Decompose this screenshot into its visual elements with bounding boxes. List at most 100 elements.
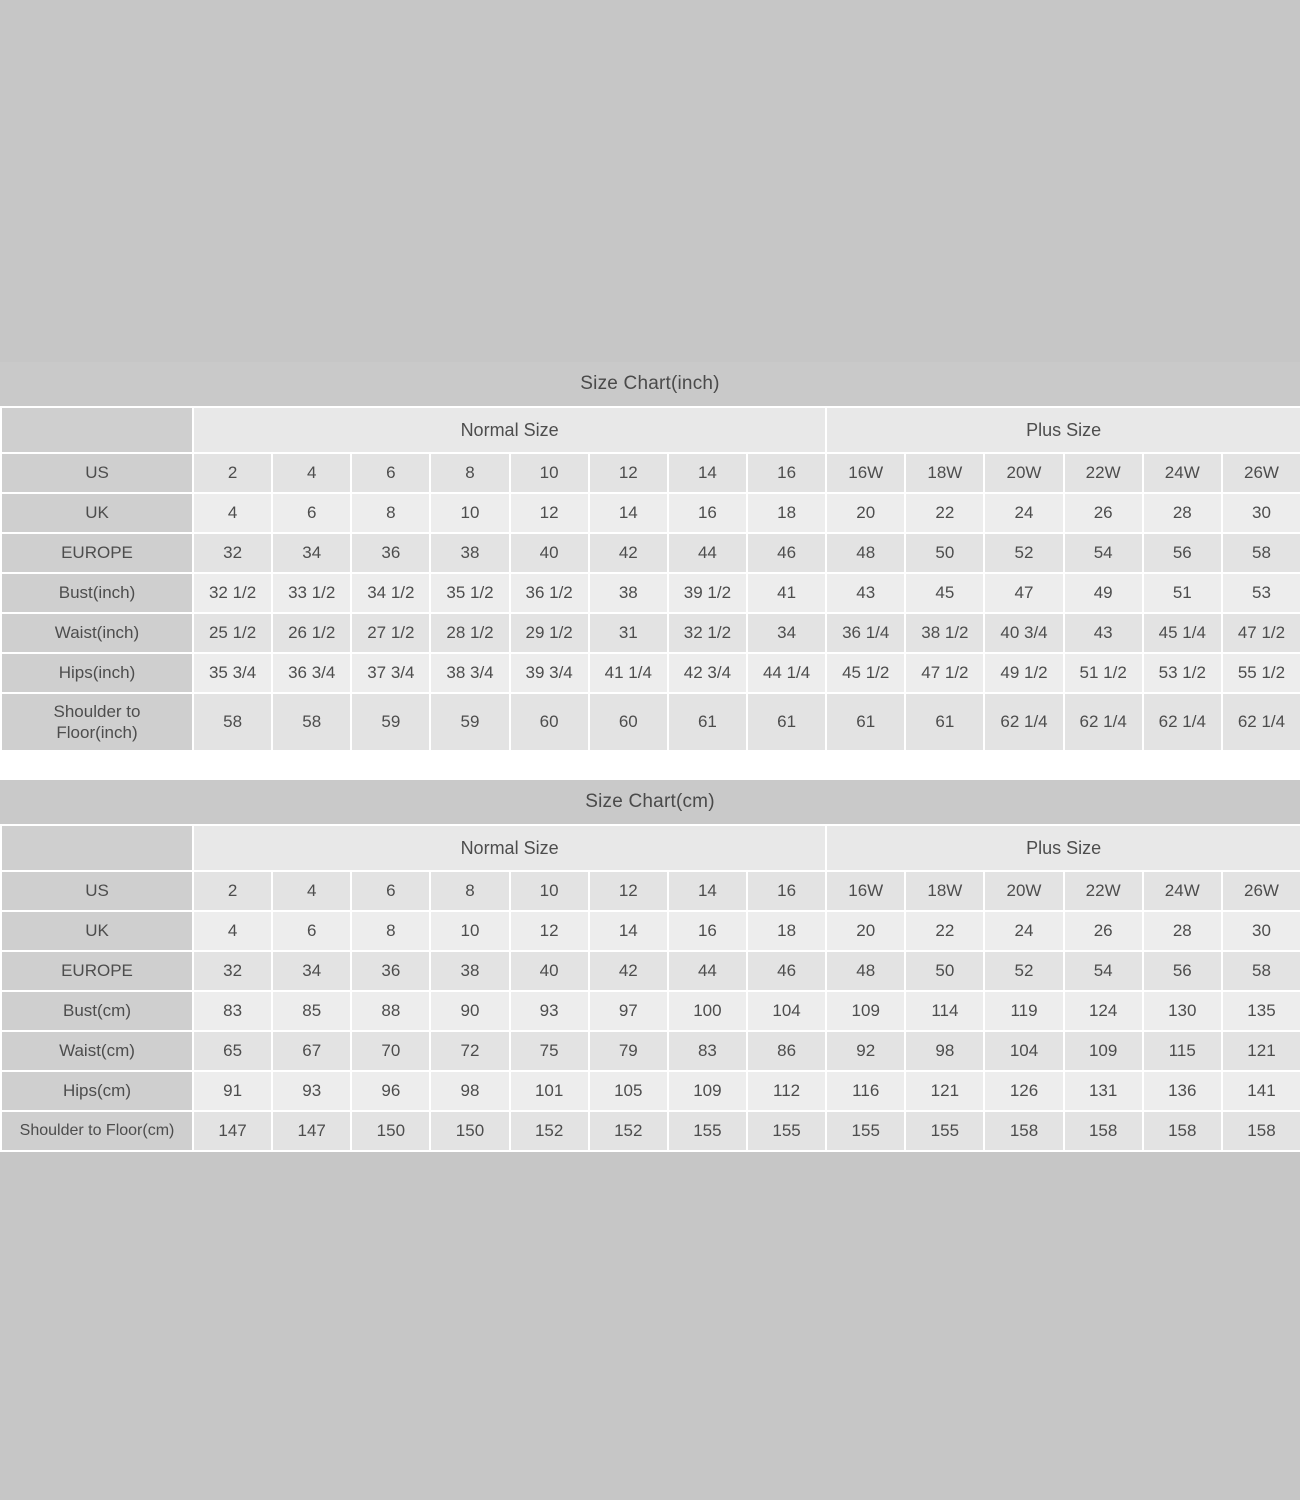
table-cell: 59 (429, 692, 511, 752)
table-cell: 40 3/4 (983, 612, 1065, 654)
table-cell: 60 (508, 692, 590, 752)
table-cell: 53 1/2 (1141, 652, 1223, 694)
table-cell: 12 (508, 910, 590, 952)
table-cell: 20 (825, 492, 907, 534)
table-corner-cell (0, 824, 194, 872)
table-cell: 22W (1062, 870, 1144, 912)
table-cell: 97 (587, 990, 669, 1032)
group-header-normal-size: Normal Size (191, 824, 828, 872)
table-row: Waist(inch) 25 1/2 26 1/2 27 1/2 28 1/2 29 1/… (0, 612, 1300, 654)
table-cell: 67 (271, 1030, 353, 1072)
table-cell: 126 (983, 1070, 1065, 1112)
table-cell: 56 (1141, 532, 1223, 574)
table-cell: 16W (825, 870, 907, 912)
row-header-label: Hips(inch) (0, 652, 194, 694)
row-header-label: Bust(inch) (0, 572, 194, 614)
table-cell: 26W (1220, 870, 1300, 912)
table-cell: 59 (350, 692, 432, 752)
table-cell: 10 (429, 492, 511, 534)
table-cell: 18 (745, 910, 828, 952)
table-cell: 24W (1141, 870, 1223, 912)
table-cell: 121 (1220, 1030, 1300, 1072)
table-cell: 10 (508, 452, 590, 494)
table-cell: 147 (271, 1110, 353, 1152)
row-header-label: US (0, 870, 194, 912)
table-cell: 12 (587, 870, 669, 912)
table-cell: 62 1/4 (1141, 692, 1223, 752)
chart-separator (0, 752, 1300, 780)
table-cell: 6 (271, 910, 353, 952)
table-cell: 16 (745, 870, 828, 912)
table-cell: 47 (983, 572, 1065, 614)
table-cell: 61 (825, 692, 907, 752)
table-cell: 24W (1141, 452, 1223, 494)
table-row: UK 4 6 8 10 12 14 16 18 20 22 24 26 28 30 (0, 910, 1300, 952)
table-row: UK 4 6 8 10 12 14 16 18 20 22 24 26 28 30 (0, 492, 1300, 534)
table-cell: 136 (1141, 1070, 1223, 1112)
table-cell: 20W (983, 870, 1065, 912)
table-cell: 152 (587, 1110, 669, 1152)
table-cell: 56 (1141, 950, 1223, 992)
table-cell: 38 (429, 532, 511, 574)
table-cell: 42 3/4 (666, 652, 748, 694)
table-cell: 42 (587, 532, 669, 574)
table-corner-cell (0, 406, 194, 454)
row-header-label: Hips(cm) (0, 1070, 194, 1112)
table-cell: 22 (904, 492, 986, 534)
table-cell: 135 (1220, 990, 1300, 1032)
table-cell: 4 (191, 910, 274, 952)
table-cell: 32 1/2 (666, 612, 748, 654)
table-cell: 10 (508, 870, 590, 912)
table-row: US 2 4 6 8 10 12 14 16 16W 18W 20W 22W 24W 26W (0, 870, 1300, 912)
table-cell: 92 (825, 1030, 907, 1072)
table-cell: 34 1/2 (350, 572, 432, 614)
table-cell: 14 (587, 492, 669, 534)
table-cell: 33 1/2 (271, 572, 353, 614)
table-cell: 100 (666, 990, 748, 1032)
table-cell: 34 (271, 532, 353, 574)
table-cell: 28 (1141, 492, 1223, 534)
table-cell: 83 (191, 990, 274, 1032)
table-cell: 32 (191, 950, 274, 992)
table-cell: 29 1/2 (508, 612, 590, 654)
table-cell: 41 (745, 572, 828, 614)
table-cell: 58 (1220, 950, 1300, 992)
table-cell: 28 (1141, 910, 1223, 952)
table-cell: 116 (825, 1070, 907, 1112)
table-cell: 109 (825, 990, 907, 1032)
table-cell: 8 (350, 910, 432, 952)
table-cell: 119 (983, 990, 1065, 1032)
table-cell: 47 1/2 (904, 652, 986, 694)
table-cell: 155 (745, 1110, 828, 1152)
table-cell: 130 (1141, 990, 1223, 1032)
table-row: Shoulder to Floor(cm) 147 147 150 150 152 152 1… (0, 1110, 1300, 1152)
table-cell: 131 (1062, 1070, 1144, 1112)
group-header-row: Normal Size Plus Size (0, 406, 1300, 454)
row-header-label: UK (0, 910, 194, 952)
table-cell: 105 (587, 1070, 669, 1112)
group-header-plus-size: Plus Size (825, 824, 1300, 872)
table-cell: 42 (587, 950, 669, 992)
table-cell: 60 (587, 692, 669, 752)
table-cell: 30 (1220, 492, 1300, 534)
table-cell: 45 1/4 (1141, 612, 1223, 654)
table-cell: 16 (666, 492, 748, 534)
table-cell: 24 (983, 910, 1065, 952)
table-cell: 75 (508, 1030, 590, 1072)
table-cell: 61 (745, 692, 828, 752)
table-cell: 49 1/2 (983, 652, 1065, 694)
table-cell: 112 (745, 1070, 828, 1112)
table-cell: 70 (350, 1030, 432, 1072)
table-cell: 8 (429, 870, 511, 912)
table-cell: 101 (508, 1070, 590, 1112)
table-cell: 83 (666, 1030, 748, 1072)
table-cell: 10 (429, 910, 511, 952)
table-cell: 12 (508, 492, 590, 534)
table-cell: 45 (904, 572, 986, 614)
table-cell: 6 (271, 492, 353, 534)
table-cell: 14 (666, 452, 748, 494)
table-cell: 4 (271, 870, 353, 912)
table-cell: 58 (271, 692, 353, 752)
group-header-plus-size: Plus Size (825, 406, 1300, 454)
